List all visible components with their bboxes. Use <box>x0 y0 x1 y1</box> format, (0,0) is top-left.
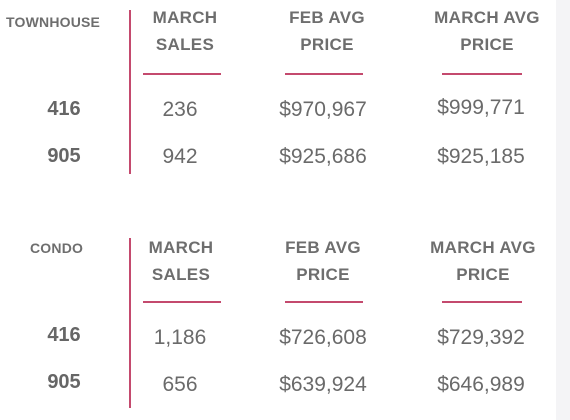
townhouse-section: TOWNHOUSE MARCH SALES FEB AVG PRICE MARC… <box>0 0 570 200</box>
townhouse-header-march-sales: MARCH SALES <box>135 4 235 58</box>
header-line-1: MARCH AVG <box>434 8 540 27</box>
condo-header-feb-avg-price: FEB AVG PRICE <box>258 234 388 288</box>
townhouse-header-feb-avg-price: FEB AVG PRICE <box>262 4 392 58</box>
header-line-2: SALES <box>151 265 211 284</box>
condo-divider <box>129 238 131 408</box>
condo-905-march-sales: 656 <box>162 373 198 396</box>
condo-416-feb-avg-price: $726,608 <box>279 326 367 349</box>
condo-header-march-avg-price: MARCH AVG PRICE <box>408 234 558 288</box>
townhouse-underline-march-sales <box>143 73 221 75</box>
townhouse-underline-march-avg-price <box>442 73 522 75</box>
townhouse-905-march-sales: 942 <box>162 145 198 168</box>
condo-905-march-avg-price: $646,989 <box>437 373 525 396</box>
townhouse-416-march-sales: 236 <box>162 98 198 121</box>
header-line-2: PRICE <box>300 35 354 54</box>
header-line-2: PRICE <box>460 35 514 54</box>
header-line-1: MARCH AVG <box>430 238 536 257</box>
header-line-2: SALES <box>155 35 215 54</box>
townhouse-label: TOWNHOUSE <box>6 14 101 30</box>
condo-416-march-avg-price: $729,392 <box>437 326 525 349</box>
condo-section: CONDO MARCH SALES FEB AVG PRICE MARCH AV… <box>0 230 570 420</box>
condo-label: CONDO <box>30 240 84 256</box>
condo-underline-march-avg-price <box>442 301 522 303</box>
condo-underline-feb-avg-price <box>285 301 363 303</box>
townhouse-416-march-avg-price: $999,771 <box>437 96 525 119</box>
condo-row-label-416: 416 <box>47 324 81 346</box>
condo-header-march-sales: MARCH SALES <box>131 234 231 288</box>
townhouse-divider <box>129 10 131 174</box>
townhouse-underline-feb-avg-price <box>285 73 363 75</box>
townhouse-416-feb-avg-price: $970,967 <box>279 98 367 121</box>
header-line-2: PRICE <box>296 265 350 284</box>
condo-416-march-sales: 1,186 <box>153 326 207 349</box>
right-edge-shade <box>556 0 570 420</box>
header-line-1: MARCH <box>148 238 214 257</box>
condo-underline-march-sales <box>143 301 221 303</box>
townhouse-header-march-avg-price: MARCH AVG PRICE <box>412 4 562 58</box>
header-line-1: MARCH <box>152 8 218 27</box>
condo-905-feb-avg-price: $639,924 <box>279 373 367 396</box>
condo-row-label-905: 905 <box>47 371 81 393</box>
townhouse-905-feb-avg-price: $925,686 <box>279 145 367 168</box>
header-line-1: FEB AVG <box>289 8 365 27</box>
townhouse-row-label-416: 416 <box>47 98 81 120</box>
townhouse-905-march-avg-price: $925,185 <box>437 145 525 168</box>
header-line-1: FEB AVG <box>285 238 361 257</box>
header-line-2: PRICE <box>456 265 510 284</box>
townhouse-row-label-905: 905 <box>47 145 81 167</box>
